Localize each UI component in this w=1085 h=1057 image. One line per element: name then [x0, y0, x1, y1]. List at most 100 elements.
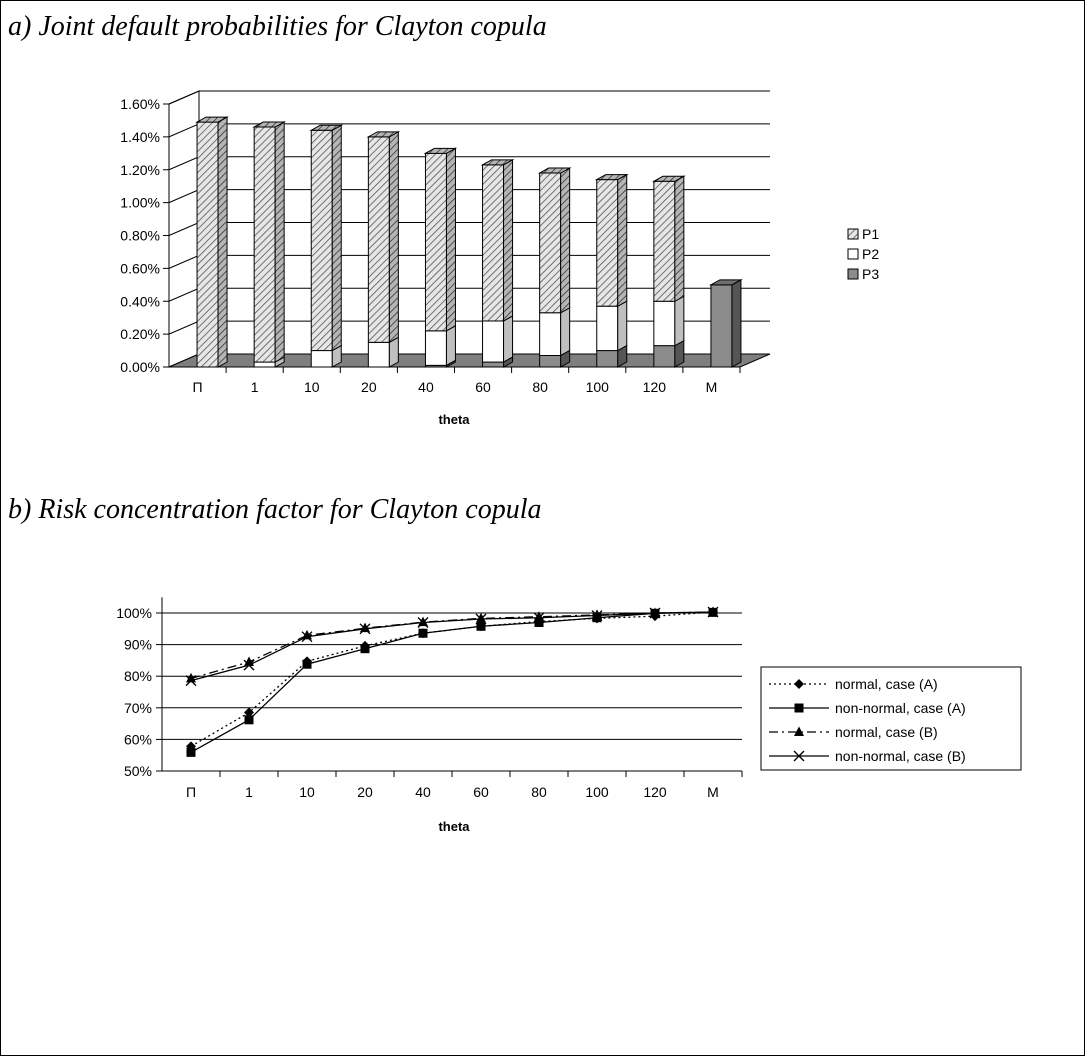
- y-tick-label: 0.20%: [120, 326, 160, 342]
- bar-side-p2: [617, 300, 628, 352]
- legend-marker-x: [793, 750, 805, 762]
- data-point-x-b: [417, 617, 429, 628]
- bar-side-p1: [445, 147, 456, 332]
- data-point-x-b: [301, 631, 313, 643]
- bar-p3: [710, 284, 733, 368]
- bar-side-p1: [388, 131, 399, 344]
- data-point-x: [185, 675, 197, 687]
- x-tick-label: 100: [586, 379, 610, 395]
- bar-p2: [310, 350, 333, 368]
- legend-label: normal, case (B): [835, 724, 938, 740]
- gridline: [168, 90, 770, 105]
- data-point-x: [533, 612, 545, 624]
- bar-p3: [653, 345, 676, 368]
- data-point-square: [360, 644, 370, 654]
- bar-top: [480, 159, 515, 166]
- data-point-square: [302, 659, 312, 669]
- x-tick-label: 1: [245, 784, 253, 800]
- x-tick-label: M: [707, 784, 719, 800]
- legend-marker-triangle: [794, 726, 804, 736]
- bar-top: [594, 174, 629, 181]
- x-tick-label: M: [706, 379, 718, 395]
- bar-side-p2: [674, 295, 685, 347]
- bar-p1: [539, 172, 562, 314]
- bar-side-p2: [560, 306, 571, 357]
- x-tick-label: 40: [418, 379, 434, 395]
- legend-marker-square: [794, 703, 804, 713]
- bar-top: [309, 124, 344, 131]
- y-tick-label: 100%: [116, 605, 152, 621]
- bar-top: [195, 116, 229, 123]
- bar-p1: [596, 179, 619, 307]
- series-line-1: [190, 611, 714, 753]
- legend-label: non-normal, case (B): [835, 748, 966, 764]
- bar-p1: [367, 136, 390, 343]
- bar-side-p1: [274, 121, 285, 363]
- legend-swatch-p2: [847, 248, 859, 260]
- y-tick-label: 50%: [124, 763, 152, 779]
- chart-title-b: b) Risk concentration factor for Clayton…: [8, 494, 542, 525]
- data-point-square: [476, 621, 486, 631]
- legend-label: non-normal, case (A): [835, 700, 966, 716]
- bar-p1: [653, 180, 676, 302]
- data-point-triangle: [302, 629, 312, 640]
- panel-risk-concentration-factor: b) Risk concentration factor for Clayton…: [0, 484, 1085, 1056]
- data-point-x: [301, 631, 313, 643]
- bar-p1: [482, 164, 505, 322]
- bar-p2: [596, 305, 619, 352]
- bar-side-p1: [560, 167, 571, 314]
- bar-p1: [424, 152, 447, 332]
- x-tick-label: 60: [473, 784, 489, 800]
- data-point-x-b: [359, 623, 371, 635]
- y-tick-label: 60%: [124, 731, 152, 747]
- data-point-square: [186, 747, 196, 757]
- bar-top: [423, 147, 458, 154]
- bar-side-p1: [674, 175, 685, 303]
- legend-label: normal, case (A): [835, 676, 938, 692]
- y-tick-label: 0.60%: [120, 260, 160, 276]
- bar-side-p1: [503, 158, 514, 322]
- bar-p2: [653, 300, 676, 347]
- bar-chart-a: 0.00% 0.20% 0.40% 0.60% 0.80% 1.00% 1.20% 1.40%…: [120, 90, 879, 427]
- y-tick-label: 1.00%: [120, 195, 160, 211]
- bar-p1: [310, 129, 333, 352]
- data-point-x-b: [533, 612, 545, 624]
- data-point-x-b: [243, 659, 255, 671]
- data-point-x-b: [707, 606, 719, 618]
- data-point-x-b: [185, 675, 197, 687]
- data-point-x: [475, 613, 487, 625]
- x-tick-label: 20: [361, 379, 377, 395]
- bar-side-p1: [217, 116, 228, 368]
- data-point-x-b: [591, 610, 603, 621]
- x-tick-label: 40: [415, 784, 431, 800]
- bar-side-p2: [445, 324, 456, 367]
- x-tick-label: 1: [251, 379, 259, 395]
- bar-top: [709, 279, 743, 286]
- x-axis-title: theta: [438, 412, 470, 427]
- bar-p1: [253, 126, 276, 363]
- panel-joint-default-probabilities: a) Joint default probabilities for Clayt…: [0, 0, 1085, 486]
- y-tick-label: 1.60%: [120, 96, 160, 112]
- legend-label-p3: P3: [862, 266, 879, 282]
- x-tick-label: 100: [585, 784, 609, 800]
- data-point-square: [534, 617, 544, 627]
- chart-title-a: a) Joint default probabilities for Clayt…: [8, 11, 547, 42]
- y-tick-label: 1.20%: [120, 162, 160, 178]
- y-tick-label: 80%: [124, 668, 152, 684]
- data-point-x: [243, 659, 255, 671]
- legend-swatch-p1: [847, 228, 859, 240]
- data-point-x: [649, 607, 661, 619]
- bar-p2: [482, 320, 505, 363]
- data-point-x: [359, 623, 371, 635]
- bar-p3: [482, 361, 505, 368]
- data-point-x-b: [475, 613, 487, 625]
- data-point-triangle: [360, 622, 370, 633]
- bar-p3: [539, 354, 562, 368]
- bar-p1: [196, 121, 219, 368]
- series-line-0: [190, 611, 714, 747]
- series-line-3: [190, 611, 714, 682]
- y-tick-label: 1.40%: [120, 129, 160, 145]
- y-tick-label: 0.80%: [120, 228, 160, 244]
- data-point-triangle: [476, 612, 486, 623]
- bar-side-p1: [617, 173, 628, 308]
